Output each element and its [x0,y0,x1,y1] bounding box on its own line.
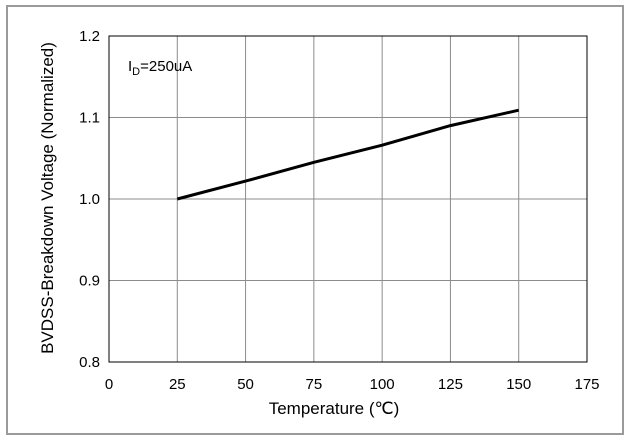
x-tick-label-1: 25 [169,376,186,393]
y-tick-label-4: 1.2 [79,28,100,45]
series-line [176,108,520,201]
y-tick-label-3: 1.1 [79,110,100,127]
x-tick-label-4: 100 [370,376,395,393]
y-tick-labels: 0.8 0.9 1.0 1.1 1.2 [79,28,100,371]
y-tick-label-2: 1.0 [79,191,100,208]
plot-area [108,35,588,363]
y-axis-label: BVDSS-Breakdown Voltage (Normalized) [38,42,57,354]
y-tick-label-1: 0.9 [79,273,100,290]
annotation-subscript: D [132,66,140,78]
annotation-current: ID=250uA [128,58,192,78]
y-tick-label-0: 0.8 [79,354,100,371]
annotation-rest: =250uA [140,58,192,75]
x-axis-label: Temperature (℃) [269,399,400,418]
x-tick-labels: 0 25 50 75 100 125 150 175 [105,376,600,393]
x-tick-label-0: 0 [105,376,113,393]
x-tick-label-2: 50 [237,376,254,393]
x-tick-label-6: 150 [506,376,531,393]
x-tick-label-3: 75 [306,376,323,393]
x-tick-label-7: 175 [574,376,599,393]
x-tick-label-5: 125 [438,376,463,393]
annotation-main: I [128,58,132,75]
